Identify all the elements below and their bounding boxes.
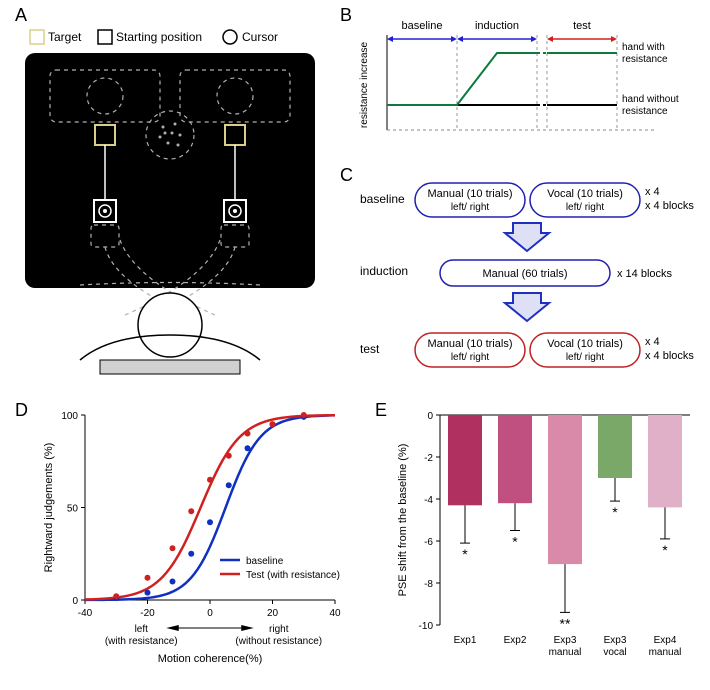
svg-text:left: left [135,624,149,635]
svg-text:manual: manual [549,647,582,658]
pdD-xlabel: Motion coherence(%) [158,653,263,665]
pdD-leg-base: baseline [246,556,284,567]
panel-label-E: E [375,400,387,421]
panel-E: -10 -8 -6 -4 -2 0 PSE shift from the baseline … [390,400,700,680]
svg-text:*: * [612,504,618,520]
svg-text:(with resistance): (with resistance) [105,636,178,647]
svg-text:0: 0 [427,411,433,422]
svg-text:*: * [462,546,468,562]
pbB-with1: hand with [622,42,665,53]
legend-target: Target [48,30,82,44]
pbB-ylabel: resistance increase [359,41,370,128]
svg-text:x 4 blocks: x 4 blocks [645,200,694,212]
pcC-baselbl: baseline [360,192,405,206]
svg-text:*: * [512,534,518,550]
legend-cursor: Cursor [242,30,278,44]
svg-text:-2: -2 [424,453,433,464]
svg-text:Exp4: Exp4 [654,635,677,646]
panel-A: Target Starting position Cursor [20,25,320,390]
svg-text:Exp3: Exp3 [554,635,577,646]
svg-text:-20: -20 [140,608,155,619]
svg-text:Manual (60 trials): Manual (60 trials) [483,268,568,280]
svg-text:-10: -10 [419,621,434,632]
svg-text:20: 20 [267,608,279,619]
pcC-indlbl: induction [360,264,408,278]
pdD-ylabel: Rightward judgements (%) [43,443,55,573]
panel-label-A: A [15,5,27,26]
panel-label-D: D [15,400,28,421]
svg-text:Manual (10 trials): Manual (10 trials) [428,188,513,200]
svg-text:0: 0 [72,596,78,607]
svg-text:50: 50 [67,504,79,515]
svg-text:Exp3: Exp3 [604,635,627,646]
pbB-testlbl: test [573,20,591,32]
pbB-wo2: resistance [622,106,668,117]
peE-ylabel: PSE shift from the baseline (%) [397,444,409,597]
pbB-indlbl: induction [475,20,519,32]
svg-text:x 4: x 4 [645,186,660,198]
svg-text:left/ right: left/ right [566,352,605,363]
svg-text:x 4: x 4 [645,336,660,348]
svg-text:Vocal (10 trials): Vocal (10 trials) [547,188,623,200]
svg-text:left/ right: left/ right [451,352,490,363]
pdD-leg-test: Test (with resistance) [246,570,340,581]
panel-label-B: B [340,5,352,26]
svg-text:Exp2: Exp2 [504,635,527,646]
svg-text:0: 0 [207,608,213,619]
svg-text:Manual (10 trials): Manual (10 trials) [428,338,513,350]
svg-text:**: ** [560,615,571,631]
svg-text:-40: -40 [78,608,93,619]
panel-label-C: C [340,165,353,186]
svg-text:vocal: vocal [603,647,626,658]
pbB-baselbl: baseline [402,20,443,32]
svg-text:*: * [662,542,668,558]
pbB-wo1: hand without [622,94,679,105]
panel-C: baseline Manual (10 trials) left/ right Voc… [355,175,700,390]
svg-text:right: right [269,624,289,635]
svg-text:x 14 blocks: x 14 blocks [617,268,673,280]
svg-text:x 4 blocks: x 4 blocks [645,350,694,362]
svg-text:-8: -8 [424,579,433,590]
panel-B: resistance increase baseline induction test… [355,15,700,160]
pcC-testlbl: test [360,342,380,356]
panel-D: -40 -20 0 20 40 0 50 100 Rightward judgements (%… [30,400,360,680]
svg-text:-4: -4 [424,495,433,506]
pbB-with2: resistance [622,54,668,65]
svg-text:manual: manual [649,647,682,658]
svg-text:100: 100 [61,411,78,422]
legend-starting: Starting position [116,30,202,44]
svg-text:Vocal (10 trials): Vocal (10 trials) [547,338,623,350]
svg-text:left/ right: left/ right [566,202,605,213]
svg-text:Exp1: Exp1 [454,635,477,646]
svg-text:left/ right: left/ right [451,202,490,213]
svg-text:-6: -6 [424,537,433,548]
svg-text:(without resistance): (without resistance) [235,636,322,647]
svg-text:40: 40 [329,608,341,619]
